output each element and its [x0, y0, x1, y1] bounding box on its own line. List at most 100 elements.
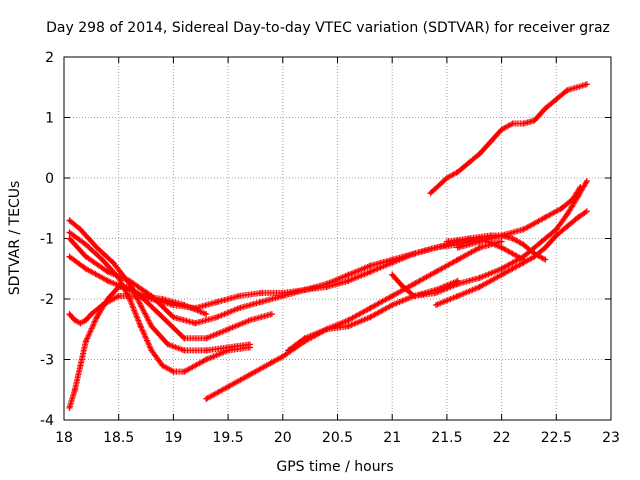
data-point	[498, 271, 505, 278]
y-tick-label: 0	[45, 171, 54, 187]
data-point	[285, 347, 292, 354]
data-point	[476, 244, 483, 251]
data-point	[389, 292, 396, 299]
data-point	[575, 214, 582, 221]
data-point	[170, 368, 177, 375]
data-point	[82, 265, 89, 272]
series-s9	[389, 178, 590, 299]
data-point	[279, 353, 286, 360]
series-line	[427, 81, 589, 197]
data-point	[476, 283, 483, 290]
axis-ticks: 18 18.5 19 19.5 20 20.5 21 21.5 22 22.5 23-4-3-2-1…	[40, 50, 620, 446]
data-point	[389, 302, 396, 309]
y-tick-label: -1	[40, 232, 54, 248]
data-point	[164, 341, 171, 348]
x-tick-label: 19	[164, 430, 182, 446]
data-point	[93, 314, 100, 321]
data-point	[104, 296, 111, 302]
data-point	[345, 277, 352, 284]
data-point	[268, 359, 275, 366]
data-point	[542, 214, 549, 221]
data-point	[148, 292, 155, 299]
data-point	[225, 326, 232, 333]
data-point	[214, 299, 221, 306]
x-tick-label: 20.5	[322, 430, 353, 446]
data-point	[126, 277, 133, 284]
data-point	[115, 283, 122, 290]
data-point	[225, 383, 232, 390]
data-point	[454, 292, 461, 299]
data-point	[203, 395, 210, 402]
data-point	[192, 320, 199, 327]
data-point	[88, 311, 95, 318]
y-tick-label: -4	[40, 413, 54, 429]
data-point	[236, 305, 243, 312]
data-point	[454, 244, 461, 251]
data-point	[498, 265, 505, 272]
data-point	[487, 138, 494, 145]
y-tick-label: -2	[40, 292, 54, 308]
data-point	[454, 168, 461, 175]
x-tick-label: 18.5	[103, 430, 134, 446]
data-point	[553, 96, 560, 103]
data-point	[77, 226, 84, 233]
data-point	[71, 386, 78, 393]
data-point	[203, 347, 210, 354]
data-point	[564, 87, 571, 94]
data-point	[301, 335, 308, 342]
data-point	[498, 126, 505, 133]
data-point	[181, 347, 188, 354]
data-point	[583, 208, 590, 215]
data-point	[583, 81, 590, 88]
data-point	[71, 317, 78, 324]
x-tick-label: 22	[493, 430, 511, 446]
data-point	[498, 232, 505, 239]
series-s5	[66, 283, 275, 411]
x-tick-label: 18	[55, 430, 73, 446]
x-axis-label: GPS time / hours	[276, 459, 393, 475]
data-point	[389, 256, 396, 263]
data-point	[465, 159, 472, 166]
data-point	[427, 190, 434, 197]
data-point	[553, 232, 560, 239]
x-tick-label: 21.5	[431, 430, 462, 446]
data-point	[214, 314, 221, 321]
data-point	[520, 259, 527, 266]
data-point	[159, 362, 166, 369]
data-point	[367, 268, 374, 275]
data-point	[531, 117, 538, 124]
data-point	[476, 274, 483, 281]
y-axis-label: SDTVAR / TECUs	[7, 181, 23, 296]
data-point	[454, 280, 461, 287]
series-s13	[443, 232, 549, 263]
data-point	[77, 320, 84, 327]
data-point	[181, 302, 188, 309]
data-point	[82, 317, 89, 324]
data-point	[509, 120, 516, 127]
data-point	[257, 299, 264, 306]
data-point	[487, 232, 494, 239]
data-point	[159, 296, 166, 302]
data-point	[301, 286, 308, 293]
data-point	[520, 241, 527, 248]
data-point	[520, 253, 527, 260]
data-point	[82, 253, 89, 260]
x-tick-label: 20	[274, 430, 292, 446]
data-point	[137, 302, 144, 309]
data-point	[389, 271, 396, 278]
data-point	[454, 256, 461, 263]
data-point	[203, 335, 210, 342]
data-point	[66, 229, 73, 236]
data-point	[279, 292, 286, 299]
data-point	[553, 226, 560, 233]
data-point	[159, 314, 166, 321]
data-point	[137, 292, 144, 299]
data-point	[77, 362, 84, 369]
data-point	[367, 262, 374, 269]
x-tick-label: 22.5	[541, 430, 572, 446]
data-point	[443, 238, 450, 245]
y-tick-label: 1	[45, 111, 54, 127]
data-point	[476, 150, 483, 157]
data-point	[411, 250, 418, 257]
